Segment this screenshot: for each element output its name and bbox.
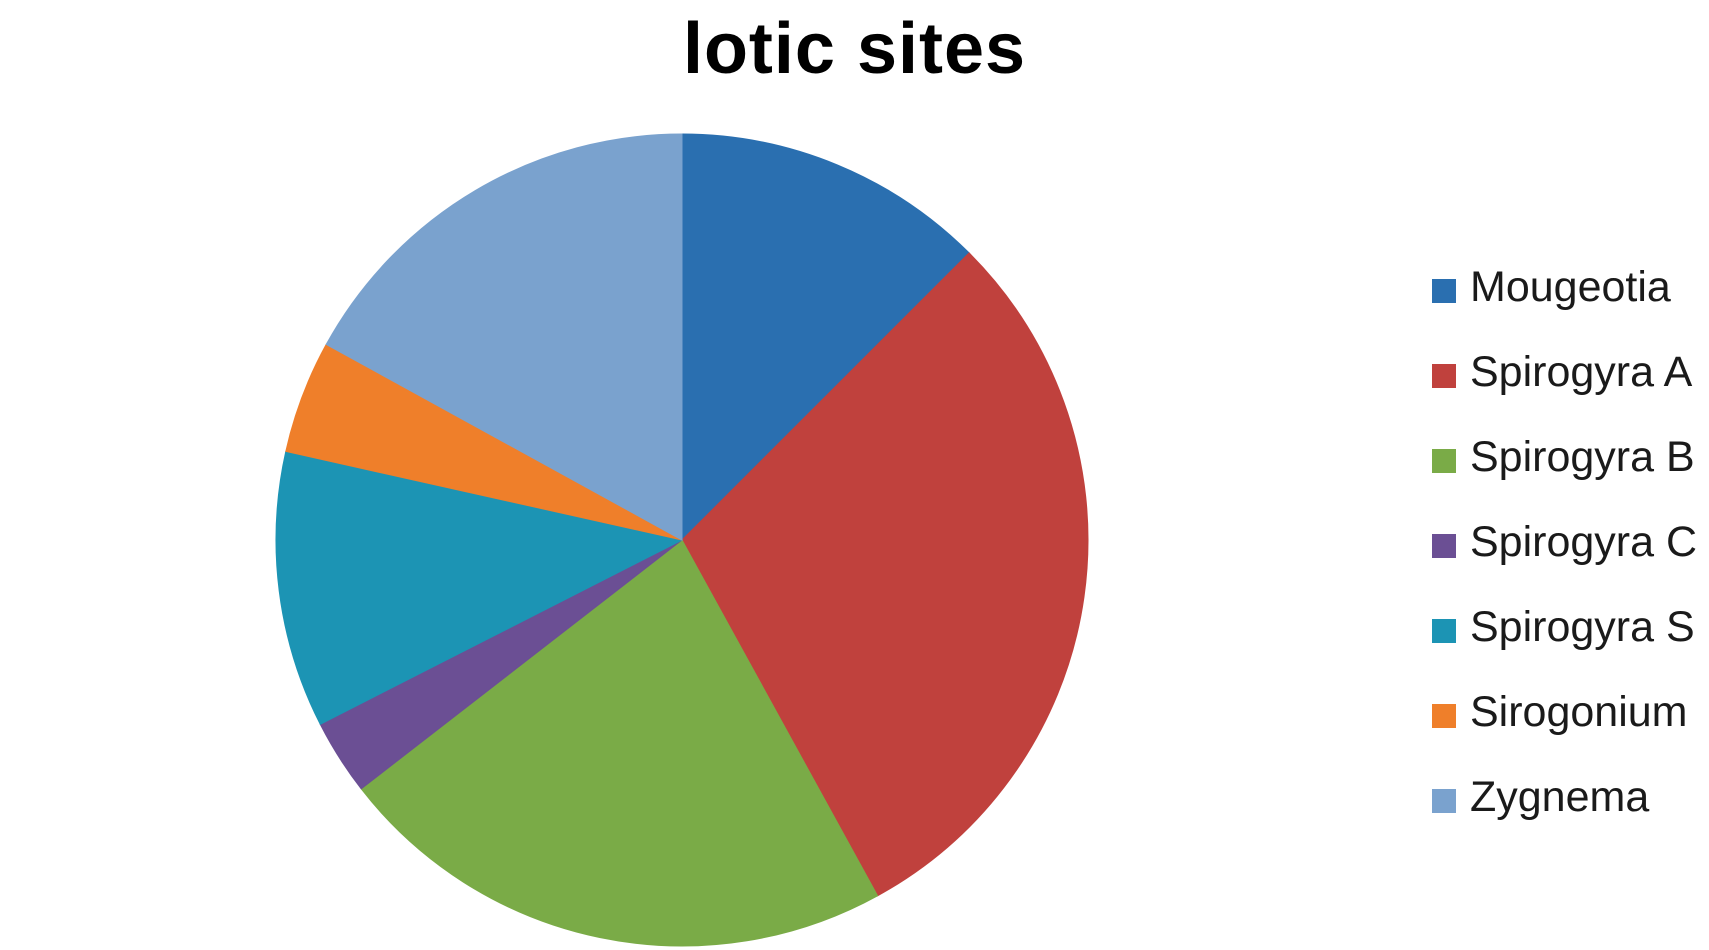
pie-slice-mougeotia — [681, 133, 970, 542]
legend-label: Spirogyra C — [1470, 518, 1698, 566]
pie-slice-zygnema — [325, 133, 683, 541]
legend-label: Spirogyra A — [1470, 348, 1693, 396]
pie-slice-spirogyra-s — [275, 450, 684, 725]
legend-item-spirogyra-s: Spirogyra S — [1430, 597, 1709, 682]
legend-swatch — [1432, 449, 1456, 473]
legend-item-zygnema: Zygnema — [1430, 767, 1709, 852]
legend-label: Spirogyra B — [1470, 433, 1695, 481]
legend-swatch — [1432, 619, 1456, 643]
legend-label: Mougeotia — [1470, 263, 1671, 311]
legend-label: Sirogonium — [1470, 688, 1688, 736]
legend-item-spirogyra-b: Spirogyra B — [1430, 427, 1709, 512]
legend-label: Spirogyra S — [1470, 603, 1695, 651]
chart-title: lotic sites — [682, 9, 1027, 89]
pie-slice-spirogyra-a — [681, 252, 1089, 897]
legend-item-mougeotia: Mougeotia — [1430, 257, 1709, 342]
pie-slice-spirogyra-b — [360, 539, 879, 947]
legend-swatch — [1432, 534, 1456, 558]
legend-item-spirogyra-c: Spirogyra C — [1430, 512, 1709, 597]
legend-swatch — [1432, 364, 1456, 388]
legend-swatch — [1432, 704, 1456, 728]
legend-item-spirogyra-a: Spirogyra A — [1430, 342, 1709, 427]
legend-swatch — [1432, 279, 1456, 303]
chart-legend: Mougeotia Spirogyra A Spirogyra B Spirog… — [1430, 257, 1709, 852]
legend-label: Zygnema — [1470, 773, 1650, 821]
legend-item-sirogonium: Sirogonium — [1430, 682, 1709, 767]
legend-swatch — [1432, 789, 1456, 813]
